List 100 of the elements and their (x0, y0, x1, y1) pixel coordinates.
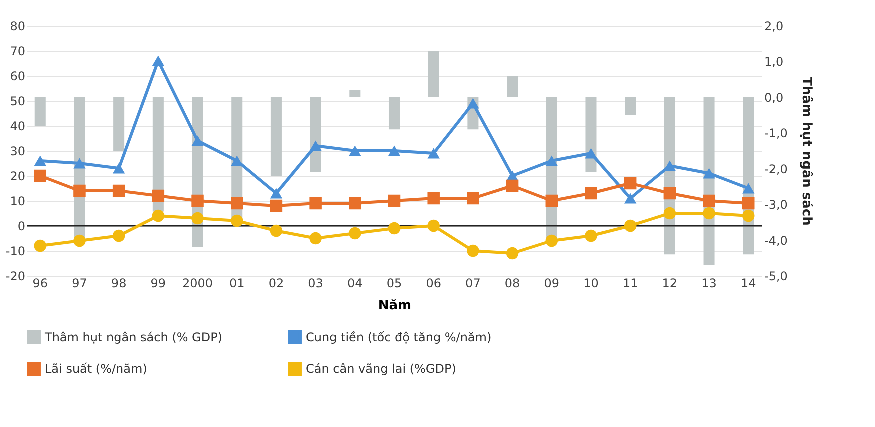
x-tick-label: 13 (702, 276, 717, 290)
y2-tick-label: -5,0 (764, 270, 788, 284)
y2-tick-label: 0,0 (764, 90, 784, 105)
x-tick-label: 14 (740, 276, 756, 290)
x-tick-label: 11 (622, 276, 638, 290)
point (388, 194, 401, 208)
x-axis-title: Năm (378, 298, 412, 314)
y2-tick-label: -4,0 (764, 234, 788, 248)
legend-label: Lãi suất (%/năm) (45, 362, 148, 376)
y2-tick-label: -1,0 (764, 126, 788, 141)
point (742, 210, 755, 222)
y-tick-label: 70 (10, 44, 26, 58)
point (349, 197, 362, 210)
point (388, 222, 401, 235)
point (349, 227, 362, 240)
y-tick-label: 10 (10, 194, 26, 208)
y2-tick-label: 1,0 (764, 55, 784, 70)
point (230, 197, 244, 210)
point (74, 158, 86, 169)
y-tick-label: 60 (10, 70, 26, 84)
point (546, 194, 558, 208)
point (428, 220, 440, 232)
point (506, 247, 519, 260)
point (112, 184, 126, 198)
point (585, 148, 598, 159)
point (546, 234, 558, 248)
x-tick-label: 09 (544, 276, 560, 290)
point (34, 240, 46, 252)
y-tick-label: 0 (18, 220, 26, 234)
point (34, 156, 46, 166)
y-tick-label: 20 (10, 170, 26, 184)
y-tick-label: 40 (10, 120, 26, 134)
point (74, 184, 86, 198)
legend-label: Cung tiền (tốc độ tăng %/năm) (306, 330, 492, 344)
point (428, 192, 440, 205)
bar (350, 90, 361, 98)
point (467, 192, 480, 205)
bar (586, 97, 597, 172)
x-tick-label: 2000 (182, 276, 214, 290)
point (467, 244, 480, 258)
bar (428, 51, 440, 98)
bar (34, 97, 46, 126)
point (388, 146, 401, 156)
point (349, 146, 362, 156)
y-tick-label: -20 (6, 270, 26, 284)
x-tick-label: 03 (308, 276, 324, 290)
bar (310, 97, 322, 172)
y2-axis-title: Thâm hụt ngân sách (798, 77, 814, 226)
point (428, 148, 440, 159)
point (703, 207, 716, 220)
point (270, 224, 283, 238)
point (74, 234, 86, 248)
point (664, 187, 676, 200)
y-tick-label: 80 (10, 20, 26, 34)
point (152, 56, 165, 66)
point (664, 207, 676, 220)
bar (388, 97, 400, 130)
point (624, 220, 637, 232)
point (310, 140, 322, 152)
point (112, 163, 126, 174)
point (703, 168, 716, 179)
point (742, 197, 755, 210)
x-tick-label: 02 (268, 276, 284, 290)
y2-tick-label: -3,0 (764, 198, 788, 212)
x-tick-label: 04 (348, 276, 363, 290)
x-tick-label: 01 (229, 276, 245, 290)
x-tick-label: 05 (386, 276, 402, 290)
bar (270, 97, 282, 176)
x-tick-label: 06 (426, 276, 442, 290)
legend-label: Cán cân vãng lai (%GDP) (306, 362, 456, 376)
x-tick-label: 96 (32, 276, 48, 290)
x-tick-label: 10 (584, 276, 599, 290)
point (192, 136, 204, 146)
y2-tick-label: -2,0 (764, 162, 788, 176)
y2-tick-label: 2,0 (764, 20, 784, 34)
point (192, 194, 204, 208)
point (310, 232, 322, 245)
point (467, 98, 480, 109)
x-tick-label: 12 (662, 276, 678, 290)
x-tick-label: 07 (466, 276, 481, 290)
point (624, 177, 637, 190)
point (703, 194, 716, 208)
point (152, 210, 165, 222)
bar (114, 97, 125, 151)
y-tick-label: 30 (10, 144, 26, 158)
point (192, 212, 204, 225)
point (270, 188, 283, 199)
point (230, 214, 244, 228)
point (546, 156, 558, 166)
point (624, 193, 637, 204)
point (585, 187, 598, 200)
point (585, 230, 598, 242)
point (112, 230, 126, 242)
bar (625, 97, 636, 116)
point (742, 183, 755, 194)
bar (507, 76, 518, 98)
x-tick-label: 99 (150, 276, 166, 290)
x-tick-label: 08 (504, 276, 520, 290)
y-tick-label: -10 (6, 244, 26, 258)
x-tick-label: 97 (72, 276, 88, 290)
